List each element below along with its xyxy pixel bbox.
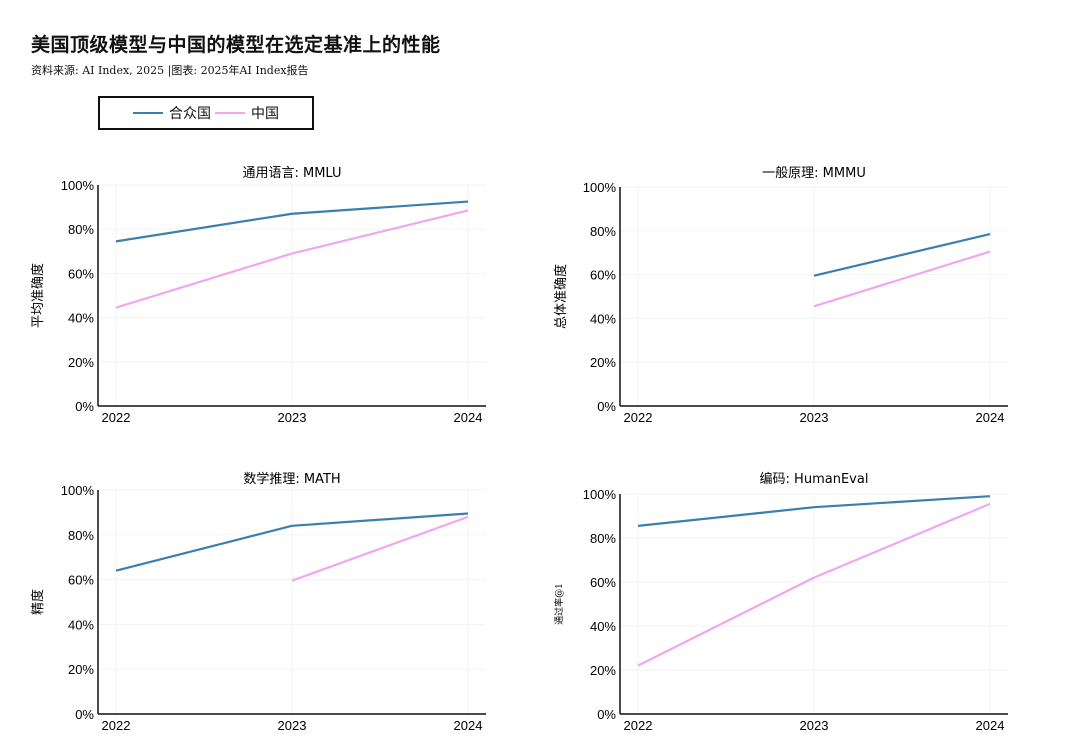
- x-tick-label: 2023: [278, 718, 307, 733]
- y-tick-label: 100%: [61, 483, 95, 498]
- series-line-us: [115, 512, 469, 572]
- chart-subtitle: 资料来源: AI Index, 2025 |图表: 2025年AI Index报…: [31, 64, 309, 77]
- x-tick-label: 2023: [800, 718, 829, 733]
- y-tick-label: 60%: [68, 573, 94, 588]
- legend-item-us: 合众国: [133, 103, 211, 123]
- y-tick-label: 80%: [590, 224, 616, 239]
- y-tick-label: 80%: [590, 531, 616, 546]
- x-tick-label: 2024: [976, 410, 1005, 425]
- series-line-china: [291, 515, 469, 582]
- y-tick-label: 60%: [590, 268, 616, 283]
- y-tick-label: 40%: [68, 617, 94, 632]
- series-line-us: [813, 233, 991, 277]
- y-tick-label: 0%: [75, 707, 94, 722]
- y-axis-label: 总体准确度: [553, 264, 569, 329]
- legend-swatch-us: [133, 112, 163, 114]
- panel-title: 通用语言: MMLU: [242, 166, 341, 181]
- y-tick-label: 0%: [75, 399, 94, 414]
- series-line-china: [813, 250, 991, 308]
- legend-item-china: 中国: [215, 103, 279, 123]
- legend-label-china: 中国: [251, 106, 279, 122]
- y-tick-label: 60%: [68, 266, 94, 281]
- y-tick-label: 40%: [590, 619, 616, 634]
- chart-title: 美国顶级模型与中国的模型在选定基准上的性能: [31, 34, 441, 56]
- y-tick-label: 80%: [68, 528, 94, 543]
- x-tick-label: 2022: [102, 718, 131, 733]
- y-tick-label: 100%: [61, 178, 95, 193]
- legend-swatch-china: [215, 112, 245, 114]
- series-line-china: [115, 209, 469, 309]
- y-tick-label: 60%: [590, 575, 616, 590]
- y-tick-label: 0%: [597, 399, 616, 414]
- x-tick-label: 2022: [624, 718, 653, 733]
- panel-title: 一般原理: MMMU: [762, 165, 866, 181]
- y-tick-label: 20%: [590, 355, 616, 370]
- panel-title: 数学推理: MATH: [243, 471, 340, 487]
- y-tick-label: 20%: [68, 355, 94, 370]
- x-tick-label: 2024: [454, 718, 483, 733]
- y-tick-label: 20%: [68, 662, 94, 677]
- y-tick-label: 80%: [68, 222, 94, 237]
- series-line-us: [115, 200, 469, 243]
- x-tick-label: 2023: [278, 410, 307, 425]
- x-tick-label: 2022: [102, 410, 131, 425]
- x-tick-label: 2023: [800, 410, 829, 425]
- x-tick-label: 2022: [624, 410, 653, 425]
- x-tick-label: 2024: [976, 718, 1005, 733]
- legend-label-us: 合众国: [169, 106, 211, 122]
- y-tick-label: 20%: [590, 663, 616, 678]
- y-axis-label: 通过率@1: [553, 583, 565, 625]
- series-line-china: [637, 502, 991, 667]
- panel-title: 编码: HumanEval: [760, 472, 869, 487]
- y-tick-label: 40%: [68, 311, 94, 326]
- legend: 合众国 中国: [98, 96, 314, 130]
- y-tick-label: 40%: [590, 311, 616, 326]
- y-tick-label: 100%: [583, 180, 617, 195]
- y-axis-label: 平均准确度: [30, 263, 46, 328]
- y-tick-label: 0%: [597, 707, 616, 722]
- series-line-us: [637, 495, 991, 527]
- y-axis-label: 精度: [30, 589, 46, 615]
- y-tick-label: 100%: [583, 487, 617, 502]
- x-tick-label: 2024: [454, 410, 483, 425]
